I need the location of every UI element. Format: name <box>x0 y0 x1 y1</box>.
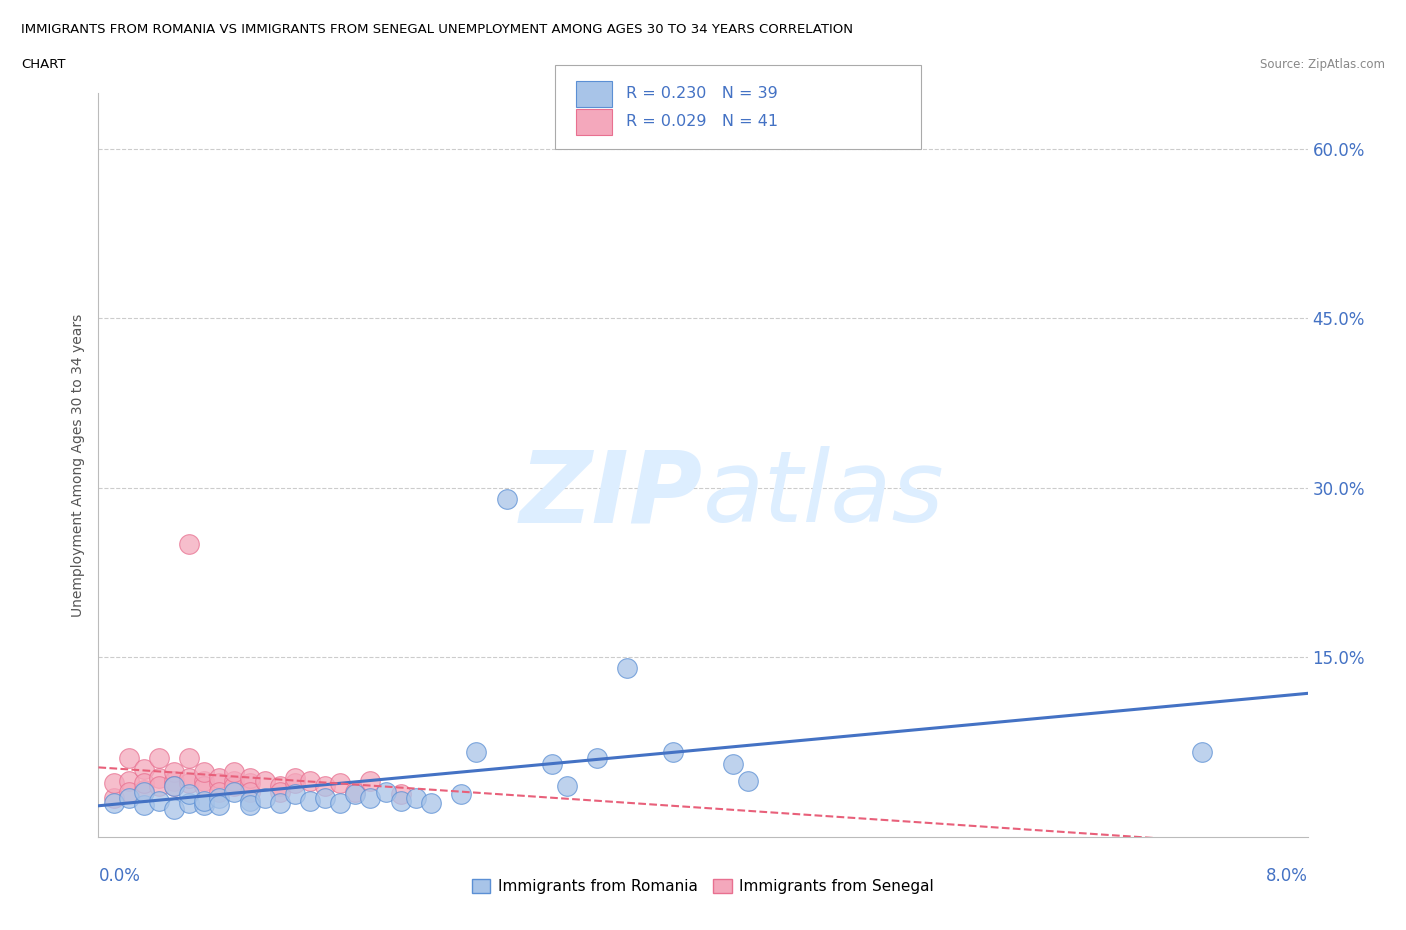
Point <box>132 798 155 813</box>
Point <box>389 787 412 802</box>
Point <box>465 745 488 760</box>
Point <box>224 785 246 800</box>
Point <box>193 764 215 779</box>
Text: atlas: atlas <box>703 446 945 543</box>
Point <box>224 773 246 788</box>
Point <box>163 802 186 817</box>
Point <box>118 751 141 765</box>
Point <box>148 771 170 786</box>
Point <box>179 796 201 811</box>
Text: 0.0%: 0.0% <box>98 867 141 885</box>
Point <box>193 793 215 808</box>
Text: IMMIGRANTS FROM ROMANIA VS IMMIGRANTS FROM SENEGAL UNEMPLOYMENT AMONG AGES 30 TO: IMMIGRANTS FROM ROMANIA VS IMMIGRANTS FR… <box>21 23 853 36</box>
Point <box>405 790 427 805</box>
Point <box>359 773 381 788</box>
Point <box>193 773 215 788</box>
Point <box>314 778 336 793</box>
Point <box>163 778 186 793</box>
Point <box>163 778 186 793</box>
Point <box>148 793 170 808</box>
Point <box>132 762 155 777</box>
Point <box>540 756 562 771</box>
Point <box>179 787 201 802</box>
Point <box>179 771 201 786</box>
Text: CHART: CHART <box>21 58 66 71</box>
Point <box>269 778 291 793</box>
Point <box>253 773 276 788</box>
Text: R = 0.029   N = 41: R = 0.029 N = 41 <box>626 114 778 129</box>
Point <box>239 793 262 808</box>
Point <box>132 785 155 800</box>
Point <box>239 771 262 786</box>
Point <box>329 776 352 790</box>
Point <box>269 796 291 811</box>
Point <box>208 798 231 813</box>
Point <box>208 790 231 805</box>
Point <box>103 790 125 805</box>
Point <box>179 751 201 765</box>
Point <box>118 790 141 805</box>
Point <box>239 785 262 800</box>
Text: 8.0%: 8.0% <box>1265 867 1308 885</box>
Point <box>269 785 291 800</box>
Point <box>616 660 638 675</box>
Point <box>208 776 231 790</box>
Point <box>148 778 170 793</box>
Point <box>103 776 125 790</box>
Point <box>179 776 201 790</box>
Point <box>299 773 322 788</box>
Text: R = 0.230   N = 39: R = 0.230 N = 39 <box>626 86 778 101</box>
Point <box>359 790 381 805</box>
Point <box>224 764 246 779</box>
Point <box>661 745 683 760</box>
Point <box>163 773 186 788</box>
Point <box>555 778 578 793</box>
Point <box>193 778 215 793</box>
Point <box>389 793 412 808</box>
Point <box>179 537 201 551</box>
Y-axis label: Unemployment Among Ages 30 to 34 years: Unemployment Among Ages 30 to 34 years <box>70 313 84 617</box>
Point <box>148 751 170 765</box>
Point <box>208 771 231 786</box>
Point <box>737 773 759 788</box>
Point <box>132 776 155 790</box>
Point <box>253 790 276 805</box>
Point <box>299 793 322 808</box>
Point <box>132 782 155 797</box>
Point <box>208 785 231 800</box>
Point <box>239 776 262 790</box>
Text: ZIP: ZIP <box>520 446 703 543</box>
Point <box>314 790 336 805</box>
Point <box>450 787 472 802</box>
Point <box>118 773 141 788</box>
Point <box>284 776 307 790</box>
Point <box>193 798 215 813</box>
Text: Source: ZipAtlas.com: Source: ZipAtlas.com <box>1260 58 1385 71</box>
Point <box>586 751 609 765</box>
Point <box>1191 745 1213 760</box>
Point <box>344 785 367 800</box>
Point <box>723 756 745 771</box>
Point <box>163 764 186 779</box>
Point <box>103 796 125 811</box>
Point <box>224 778 246 793</box>
Point <box>239 798 262 813</box>
Point <box>329 796 352 811</box>
Legend: Immigrants from Romania, Immigrants from Senegal: Immigrants from Romania, Immigrants from… <box>465 872 941 900</box>
Point <box>118 785 141 800</box>
Point <box>344 787 367 802</box>
Point <box>284 787 307 802</box>
Point <box>284 771 307 786</box>
Point <box>374 785 396 800</box>
Point <box>419 796 441 811</box>
Point <box>495 491 517 506</box>
